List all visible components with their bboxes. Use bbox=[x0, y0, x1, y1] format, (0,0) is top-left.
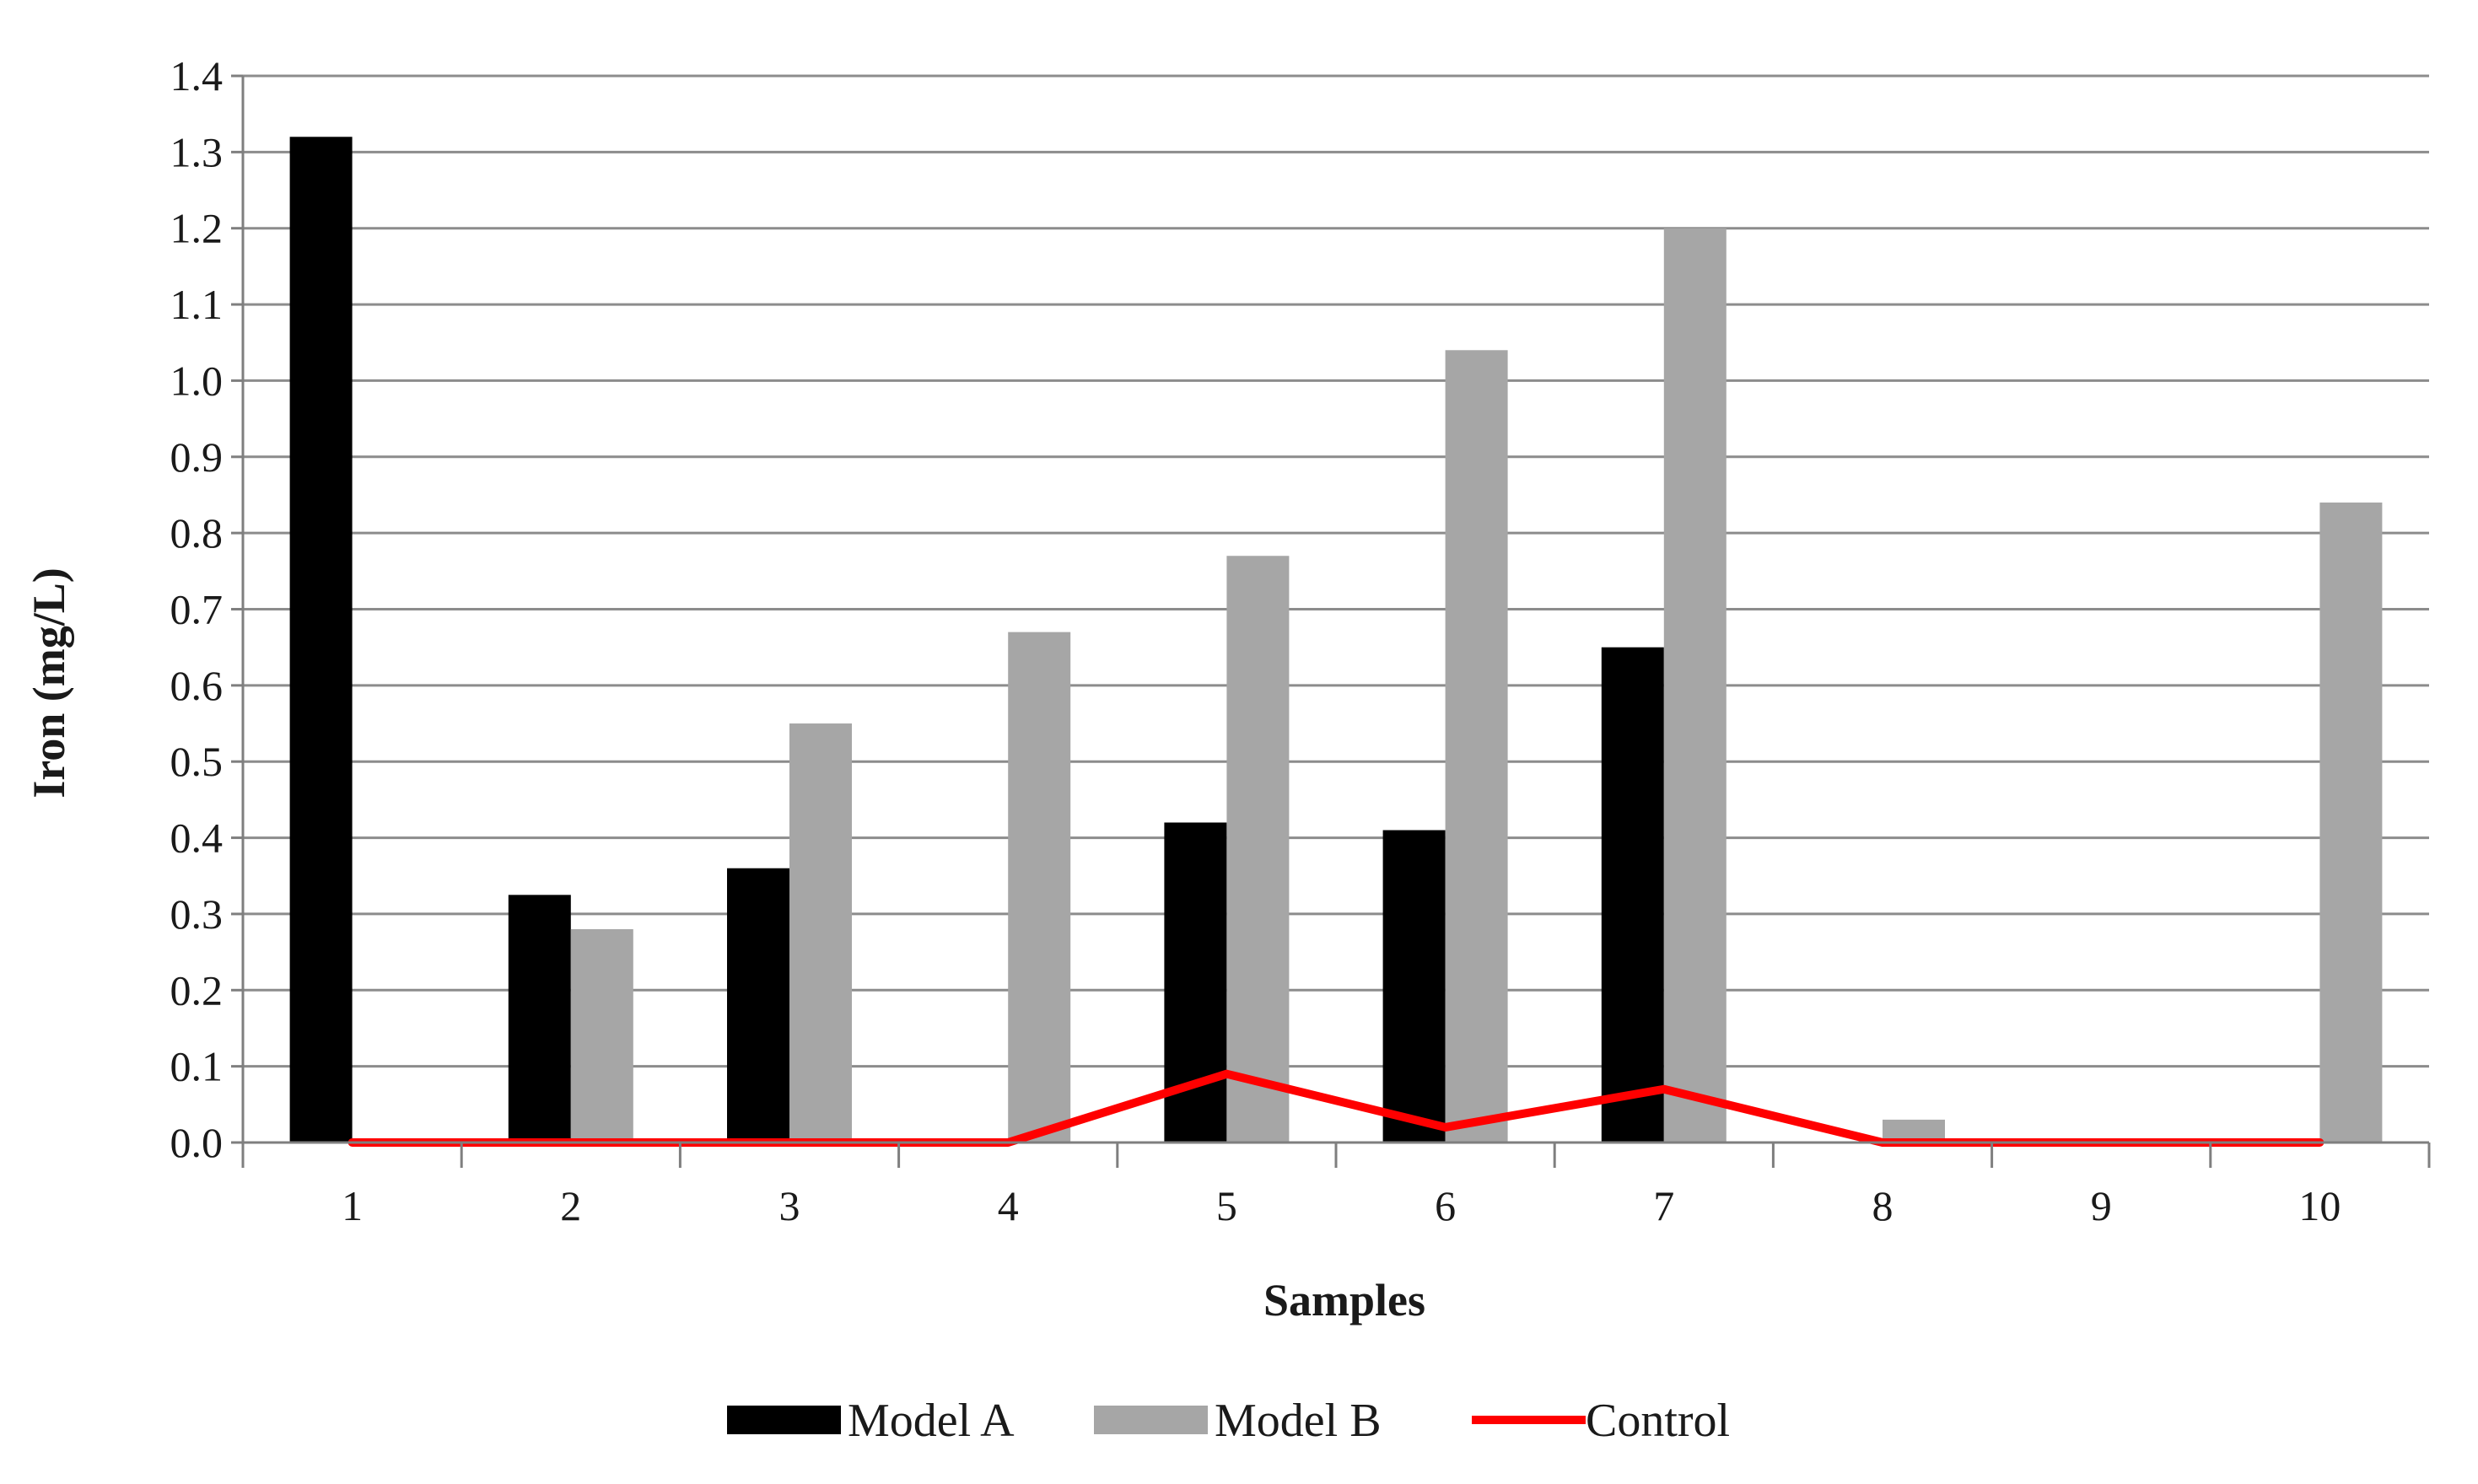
x-axis-title: Samples bbox=[1263, 1275, 1425, 1325]
bar-model-b bbox=[1663, 228, 1727, 1143]
line-point-control bbox=[1226, 1073, 1227, 1075]
legend-swatch-model-b bbox=[1094, 1406, 1208, 1434]
bar-model-b bbox=[1008, 632, 1071, 1143]
tick-labels: 0.0 0.1 0.2 0.3 0.4 0.5 0.6 0.7 0.8 0.9 1.0 1.1 1.2 1… bbox=[170, 52, 2341, 1229]
x-tick-label: 2 bbox=[560, 1182, 581, 1229]
bar-model-a bbox=[727, 868, 789, 1143]
bar-model-b bbox=[2319, 503, 2383, 1143]
y-tick-label: 0.9 bbox=[170, 433, 224, 481]
y-tick-label: 1.3 bbox=[170, 128, 224, 175]
legend-label-model-a: Model A bbox=[848, 1395, 1015, 1447]
x-tick-label: 5 bbox=[1216, 1182, 1237, 1229]
bar-model-b bbox=[570, 929, 633, 1143]
x-tick-label: 7 bbox=[1653, 1182, 1674, 1229]
y-tick-label: 0.7 bbox=[170, 586, 224, 633]
x-tick-label: 8 bbox=[1872, 1182, 1894, 1229]
y-tick-label: 0.3 bbox=[170, 890, 224, 938]
x-tick-label: 3 bbox=[779, 1182, 800, 1229]
bars bbox=[289, 137, 2383, 1143]
series-line-control bbox=[347, 1069, 2324, 1147]
line-point-control bbox=[1445, 1126, 1446, 1128]
y-tick-label: 1.2 bbox=[170, 205, 224, 252]
y-tick-label: 0.5 bbox=[170, 738, 224, 785]
bar-model-a bbox=[1382, 830, 1446, 1143]
x-tick-label: 4 bbox=[998, 1182, 1019, 1229]
legend-label-control: Control bbox=[1586, 1395, 1730, 1447]
y-tick-label: 1.1 bbox=[170, 281, 224, 328]
y-axis-title: Iron (mg/L) bbox=[24, 567, 74, 798]
y-tick-label: 0.0 bbox=[170, 1119, 224, 1166]
bar-model-b bbox=[1226, 556, 1290, 1143]
y-tick-label: 0.4 bbox=[170, 815, 224, 862]
x-tick-label: 9 bbox=[2091, 1182, 2112, 1229]
bar-model-b bbox=[789, 723, 852, 1143]
y-tick-label: 0.8 bbox=[170, 509, 224, 556]
legend-swatch-model-a bbox=[727, 1406, 841, 1434]
bar-model-b bbox=[1445, 350, 1508, 1143]
x-tick-label: 6 bbox=[1435, 1182, 1456, 1229]
bar-model-a bbox=[289, 137, 353, 1143]
y-tick-label: 1.4 bbox=[170, 52, 224, 99]
control-line-layer bbox=[347, 1069, 2324, 1147]
bar-model-a bbox=[508, 895, 571, 1143]
y-tick-label: 0.1 bbox=[170, 1043, 224, 1090]
y-tick-label: 0.6 bbox=[170, 662, 224, 709]
legend-label-model-b: Model B bbox=[1215, 1395, 1382, 1447]
y-tick-label: 1.0 bbox=[170, 357, 224, 404]
gridlines bbox=[243, 74, 2429, 1068]
axes bbox=[231, 74, 2431, 1168]
legend: Model A Model B Control bbox=[727, 1395, 1730, 1447]
x-tick-label: 1 bbox=[342, 1182, 363, 1229]
x-tick-label: 10 bbox=[2298, 1182, 2341, 1229]
bar-model-a bbox=[1601, 647, 1664, 1143]
y-tick-label: 0.2 bbox=[170, 966, 224, 1014]
